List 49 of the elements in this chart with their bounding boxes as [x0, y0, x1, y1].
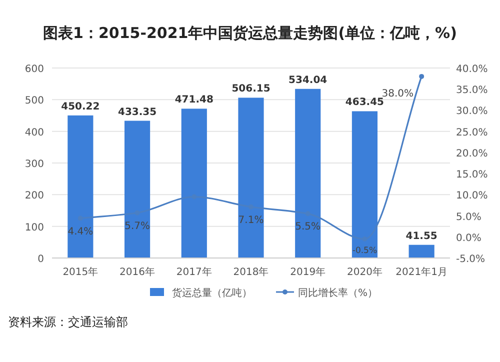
data-label: 38.0% — [382, 88, 414, 100]
y2-tick-label: 40.0% — [456, 64, 488, 75]
x-tick-label: 2016年 — [120, 266, 156, 278]
y2-tick-label: 35.0% — [456, 85, 488, 96]
y-tick-label: 500 — [24, 96, 44, 107]
y-tick-label: 300 — [24, 159, 44, 170]
x-tick-label: 2021年1月 — [396, 266, 448, 278]
bar — [352, 111, 378, 258]
data-label: 471.48 — [174, 94, 214, 106]
y-tick-label: 100 — [24, 222, 44, 234]
bar — [238, 98, 264, 258]
y-tick-label: 400 — [24, 127, 44, 138]
data-label: 450.22 — [61, 101, 100, 112]
legend-label: 同比增长率（%） — [298, 287, 378, 299]
x-tick-label: 2020年 — [346, 266, 382, 278]
x-tick-label: 2015年 — [62, 266, 98, 278]
y2-tick-label: 30.0% — [456, 106, 488, 118]
y2-tick-label: 15.0% — [456, 170, 488, 181]
data-label: 506.15 — [232, 84, 270, 95]
y2-tick-label: 20.0% — [456, 148, 488, 160]
y2-tick-label: 5.0% — [456, 212, 482, 223]
bar — [408, 244, 434, 258]
legend-label: 货运总量（亿吨） — [172, 287, 252, 299]
y2-tick-label: -5.0% — [456, 254, 486, 265]
data-label: 433.35 — [118, 106, 157, 118]
data-label: 5.7% — [124, 220, 150, 232]
bar — [68, 115, 94, 258]
y-tick-label: 200 — [24, 190, 44, 202]
x-tick-label: 2019年 — [290, 266, 326, 278]
bar — [181, 108, 207, 258]
chart-title: 图表1：2015-2021年中国货运总量走势图(单位：亿吨，%) — [43, 24, 457, 42]
bar — [124, 120, 150, 258]
y2-tick-label: 25.0% — [456, 127, 488, 138]
y-tick-label: 600 — [24, 64, 44, 75]
data-label: -0.5% — [352, 246, 378, 256]
bar — [295, 88, 321, 258]
data-label: 4.4% — [68, 226, 94, 238]
text: 资料来源：交通运输部 — [8, 315, 128, 329]
y2-tick-label: 10.0% — [456, 190, 488, 202]
data-label: 534.04 — [288, 74, 328, 86]
y-tick-label: 0 — [38, 254, 44, 265]
x-tick-label: 2018年 — [233, 266, 269, 278]
y2-tick-label: 0.0% — [456, 232, 482, 244]
data-label: 463.45 — [345, 97, 384, 108]
data-label: 7.1% — [238, 214, 264, 226]
data-label: 5.5% — [295, 222, 321, 233]
point — [419, 74, 424, 79]
data-label: 41.55 — [406, 230, 438, 242]
x-tick-label: 2017年 — [176, 266, 212, 278]
